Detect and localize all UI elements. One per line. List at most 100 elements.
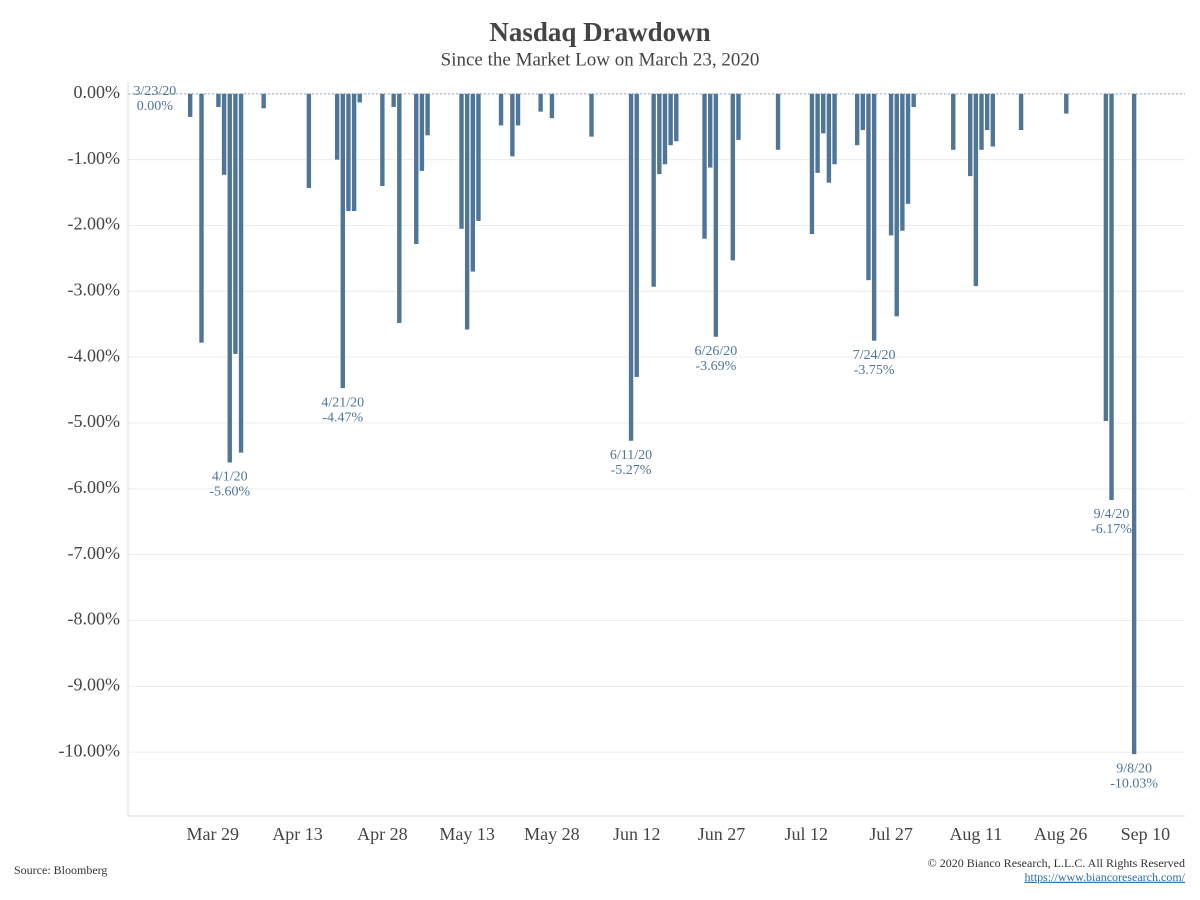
annotation-date: 4/1/20	[212, 470, 248, 485]
x-tick-label: Apr 28	[357, 824, 408, 844]
bar	[854, 93, 860, 146]
bar	[221, 93, 227, 175]
x-tick-label: Jul 12	[785, 824, 829, 844]
bar	[968, 93, 973, 177]
bar	[860, 93, 866, 131]
bar	[628, 93, 634, 441]
annotation-date: 3/23/20	[133, 84, 176, 99]
bar	[984, 93, 990, 131]
bar	[476, 93, 481, 221]
bar	[227, 93, 232, 463]
bar	[238, 93, 244, 453]
bar	[233, 93, 238, 354]
bar	[498, 93, 504, 126]
bar	[464, 93, 470, 330]
bar	[951, 93, 956, 150]
bar	[809, 93, 815, 235]
bar	[261, 93, 266, 109]
bar	[888, 93, 894, 236]
bar	[979, 93, 984, 150]
source: Source: Bloomberg	[14, 863, 107, 877]
y-tick-label: 0.00%	[74, 82, 121, 102]
url[interactable]: https://www.biancoresearch.com/	[1024, 870, 1185, 884]
bar	[634, 93, 639, 377]
bar	[894, 93, 899, 317]
y-tick-label: -3.00%	[68, 279, 121, 299]
annotation-value: -10.03%	[1110, 776, 1158, 791]
bar	[334, 93, 340, 160]
bar	[775, 93, 781, 150]
x-tick-label: Jul 27	[869, 824, 913, 844]
bar	[826, 93, 832, 183]
bar	[866, 93, 871, 281]
bar	[346, 93, 351, 212]
annotation-date: 7/24/20	[853, 348, 896, 363]
bar	[1018, 93, 1024, 131]
annotation-date: 9/8/20	[1116, 761, 1152, 776]
bar	[900, 93, 905, 231]
annotation-date: 4/21/20	[321, 395, 364, 410]
bar	[380, 93, 385, 187]
bar	[871, 93, 877, 341]
bar	[306, 93, 312, 188]
bar	[657, 93, 662, 175]
bar	[351, 93, 357, 212]
bar	[736, 93, 741, 140]
bar	[973, 93, 979, 287]
bar	[414, 93, 419, 244]
bar	[199, 93, 204, 343]
annotation-date: 6/26/20	[694, 344, 737, 359]
bar	[1109, 93, 1114, 501]
bar	[419, 93, 425, 171]
y-tick-label: -1.00%	[68, 148, 121, 168]
bar	[340, 93, 345, 389]
bar	[662, 93, 668, 165]
x-tick-label: May 28	[524, 824, 580, 844]
x-tick-label: Apr 13	[272, 824, 323, 844]
bar	[651, 93, 656, 287]
bar	[990, 93, 996, 147]
x-tick-label: May 13	[439, 824, 495, 844]
bar	[668, 93, 673, 146]
copyright: © 2020 Bianco Research, L.L.C. All Right…	[928, 856, 1185, 870]
x-tick-label: Sep 10	[1121, 824, 1171, 844]
annotation-value: -5.60%	[209, 485, 250, 500]
bar	[821, 93, 826, 134]
bar	[815, 93, 820, 173]
bar	[1103, 93, 1109, 422]
y-tick-label: -7.00%	[68, 543, 121, 563]
chart-title: Nasdaq Drawdown	[489, 17, 710, 47]
bar	[216, 93, 221, 108]
x-tick-label: Mar 29	[187, 824, 240, 844]
bar	[707, 93, 713, 168]
bar	[459, 93, 464, 229]
y-tick-label: -9.00%	[68, 674, 121, 694]
bar	[549, 93, 555, 119]
y-tick-label: -2.00%	[68, 214, 121, 234]
bar	[832, 93, 837, 165]
bar	[730, 93, 736, 261]
x-tick-label: Jun 27	[698, 824, 746, 844]
bar	[515, 93, 521, 126]
annotation-value: -3.75%	[854, 363, 895, 378]
bar	[911, 93, 916, 108]
bar	[1131, 93, 1137, 755]
x-tick-label: Jun 12	[613, 824, 661, 844]
bar	[589, 93, 594, 137]
y-tick-label: -6.00%	[68, 477, 121, 497]
bar	[470, 93, 475, 272]
y-tick-label: -5.00%	[68, 411, 121, 431]
y-tick-label: -4.00%	[68, 345, 121, 365]
bar	[357, 93, 362, 103]
bar	[510, 93, 515, 157]
bar	[713, 93, 719, 337]
annotation-value: -4.47%	[322, 410, 363, 425]
bar	[391, 93, 396, 108]
annotation-value: -6.17%	[1091, 522, 1132, 537]
bar	[1064, 93, 1069, 114]
bar	[538, 93, 543, 112]
annotation-date: 9/4/20	[1094, 507, 1130, 522]
bar	[702, 93, 707, 239]
bar	[674, 93, 679, 142]
x-tick-label: Aug 11	[949, 824, 1002, 844]
